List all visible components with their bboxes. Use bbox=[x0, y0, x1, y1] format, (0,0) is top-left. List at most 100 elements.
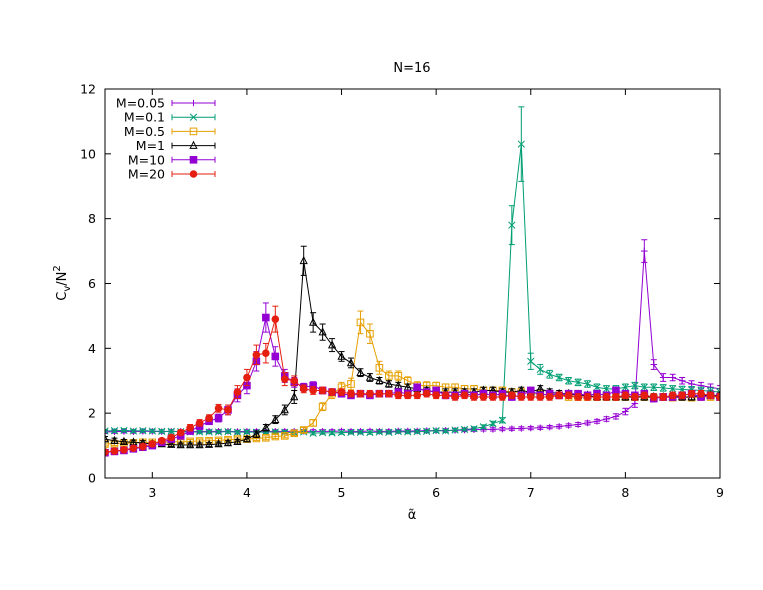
data-point bbox=[526, 386, 535, 395]
data-point bbox=[593, 383, 601, 391]
data-point bbox=[176, 440, 185, 449]
data-point bbox=[640, 383, 648, 391]
error-bar bbox=[717, 393, 720, 401]
data-point bbox=[148, 440, 157, 448]
data-point bbox=[441, 391, 450, 400]
data-point bbox=[489, 393, 497, 401]
legend-label: M=0.05 bbox=[116, 96, 165, 111]
data-point bbox=[697, 389, 705, 398]
data-point bbox=[375, 363, 384, 372]
data-point bbox=[555, 391, 563, 400]
data-point bbox=[650, 361, 658, 368]
data-point bbox=[129, 427, 138, 435]
data-point bbox=[233, 436, 242, 445]
data-point bbox=[593, 417, 601, 425]
data-point bbox=[545, 393, 554, 401]
data-point bbox=[167, 439, 176, 448]
data-point bbox=[612, 393, 620, 401]
legend: M=0.05M=0.1M=0.5M=1M=10M=20 bbox=[116, 96, 216, 182]
error-bar bbox=[187, 442, 194, 448]
y-tick-label: 8 bbox=[88, 211, 96, 226]
data-point bbox=[366, 389, 374, 398]
legend-marker bbox=[189, 170, 198, 178]
y-tick-label: 4 bbox=[88, 341, 96, 356]
y-tick-label: 12 bbox=[80, 82, 96, 97]
data-point bbox=[356, 428, 365, 436]
data-point bbox=[262, 349, 270, 357]
data-point bbox=[621, 383, 630, 391]
data-point bbox=[659, 384, 667, 392]
data-point bbox=[105, 428, 109, 436]
data-point bbox=[224, 427, 232, 436]
data-point bbox=[148, 427, 156, 435]
data-point bbox=[517, 393, 526, 401]
data-point bbox=[290, 376, 299, 385]
data-point bbox=[280, 375, 289, 383]
data-point bbox=[631, 400, 639, 407]
series-layer bbox=[105, 106, 720, 457]
data-point bbox=[602, 385, 611, 393]
data-point bbox=[186, 423, 194, 432]
data-point bbox=[536, 393, 545, 401]
data-point bbox=[555, 373, 563, 382]
data-point bbox=[536, 424, 544, 432]
data-point bbox=[451, 393, 459, 401]
data-point bbox=[309, 386, 317, 395]
data-point bbox=[186, 440, 195, 449]
data-point bbox=[328, 429, 336, 437]
data-point bbox=[328, 388, 336, 396]
data-point bbox=[337, 388, 346, 396]
data-point bbox=[105, 434, 110, 443]
data-point bbox=[110, 447, 119, 455]
data-point bbox=[318, 428, 327, 437]
legend-label: M=10 bbox=[128, 152, 165, 167]
data-point bbox=[214, 414, 223, 422]
data-point bbox=[584, 419, 591, 427]
error-bar bbox=[206, 442, 213, 448]
data-point bbox=[669, 385, 677, 393]
data-point bbox=[385, 428, 393, 436]
error-bar bbox=[225, 440, 231, 446]
data-point bbox=[479, 423, 488, 431]
data-point bbox=[299, 426, 308, 434]
legend-item: M=0.05 bbox=[116, 96, 216, 111]
data-point bbox=[105, 440, 109, 448]
y-tick-label: 6 bbox=[88, 276, 96, 291]
data-point bbox=[394, 427, 402, 436]
data-point bbox=[508, 425, 516, 433]
data-point bbox=[583, 380, 592, 388]
series-M=20 bbox=[105, 305, 720, 456]
error-bar bbox=[291, 430, 298, 437]
data-point bbox=[593, 393, 601, 401]
data-point bbox=[366, 329, 374, 338]
data-point bbox=[119, 436, 129, 445]
data-point bbox=[385, 389, 393, 398]
error-bar bbox=[310, 312, 317, 333]
x-tick-label: 3 bbox=[148, 485, 156, 500]
data-point bbox=[356, 367, 365, 376]
legend-label: M=0.5 bbox=[124, 124, 165, 139]
data-point bbox=[564, 377, 573, 385]
x-axis-label: α̃ bbox=[408, 508, 417, 523]
data-point bbox=[432, 391, 440, 400]
error-bar bbox=[120, 438, 127, 445]
error-bar bbox=[281, 433, 288, 439]
data-point bbox=[422, 389, 431, 398]
series-M=0.05 bbox=[105, 239, 720, 436]
data-point bbox=[271, 414, 280, 423]
data-point bbox=[290, 429, 299, 438]
data-point bbox=[555, 423, 563, 430]
error-bar bbox=[319, 402, 326, 412]
data-point bbox=[518, 425, 525, 432]
data-point bbox=[347, 428, 355, 436]
data-point bbox=[612, 413, 620, 420]
data-point bbox=[346, 358, 356, 367]
data-point bbox=[347, 389, 355, 398]
data-point bbox=[167, 433, 176, 442]
series-line bbox=[105, 260, 720, 446]
y-axis-label-main: C bbox=[55, 292, 70, 301]
error-bar bbox=[300, 245, 307, 276]
data-point bbox=[527, 424, 535, 432]
data-point bbox=[110, 427, 119, 435]
